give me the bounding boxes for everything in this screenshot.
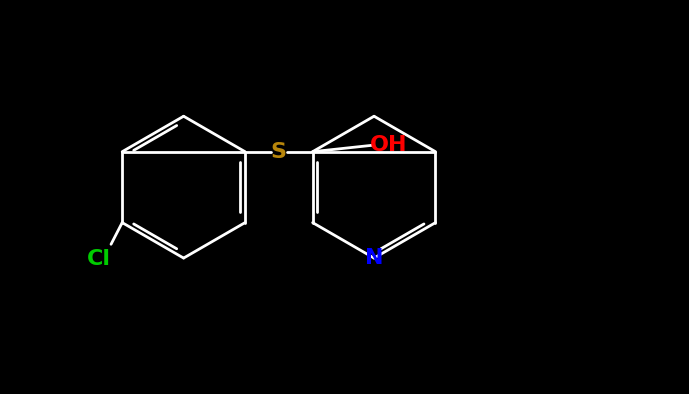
Text: Cl: Cl <box>88 249 111 269</box>
Text: S: S <box>271 142 287 162</box>
Text: N: N <box>364 248 383 268</box>
Text: OH: OH <box>369 135 407 155</box>
